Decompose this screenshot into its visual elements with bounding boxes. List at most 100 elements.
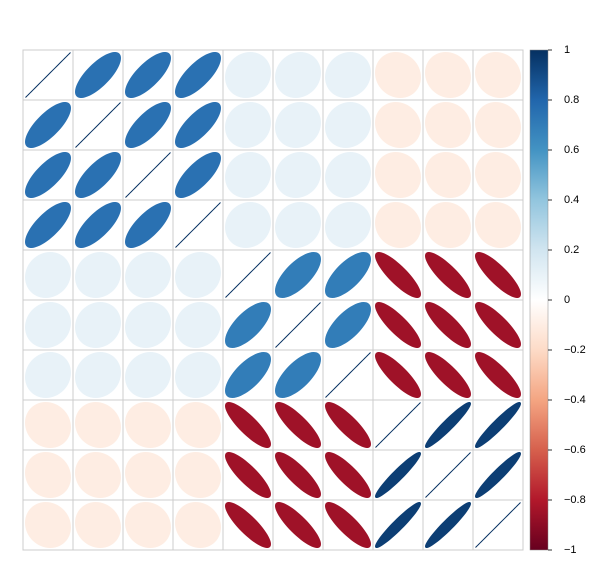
ellipse [425, 352, 471, 398]
ellipse [124, 251, 172, 299]
ellipse [375, 352, 421, 398]
colorbar-tick-label: 0.4 [564, 194, 579, 206]
ellipse [325, 502, 371, 548]
ellipse [325, 252, 371, 298]
ellipse [75, 52, 121, 98]
ellipse [474, 51, 522, 99]
colorbar-tick-label: 1 [564, 44, 570, 56]
ellipse [375, 452, 421, 498]
ellipse [124, 351, 172, 399]
cell-border [472, 499, 524, 551]
ellipse [125, 52, 171, 98]
ellipse [425, 252, 471, 298]
colorbar-tick-label: −0.8 [564, 494, 586, 506]
ellipse [124, 401, 172, 449]
colorbar-tick-label: −0.6 [564, 444, 586, 456]
ellipse [374, 51, 422, 99]
ellipse [325, 352, 371, 398]
ellipse [125, 202, 171, 248]
ellipse [475, 252, 521, 298]
colorbar-tick-label: −1 [564, 544, 577, 556]
ellipse [74, 251, 122, 299]
ellipse [225, 252, 271, 298]
ellipse [125, 102, 171, 148]
ellipse [374, 151, 422, 199]
ellipse [24, 501, 72, 549]
ellipse [24, 301, 72, 349]
ellipse [274, 51, 322, 99]
ellipse [175, 102, 221, 148]
ellipse [325, 452, 371, 498]
ellipse [175, 202, 221, 248]
ellipse [175, 52, 221, 98]
ellipse [475, 452, 521, 498]
ellipse [74, 301, 122, 349]
ellipse [475, 302, 521, 348]
ellipse [474, 201, 522, 249]
ellipse [425, 452, 471, 498]
ellipse [424, 151, 472, 199]
ellipse [274, 201, 322, 249]
ellipse [74, 451, 122, 499]
ellipse [225, 452, 271, 498]
ellipse [224, 201, 272, 249]
ellipse [375, 402, 421, 448]
colorbar-tick-label: −0.4 [564, 394, 586, 406]
ellipse [274, 151, 322, 199]
ellipse [225, 352, 271, 398]
ellipse [424, 201, 472, 249]
ellipse [174, 501, 222, 549]
ellipse [174, 401, 222, 449]
ellipse [75, 202, 121, 248]
ellipse [475, 502, 521, 548]
ellipse [174, 301, 222, 349]
ellipse [475, 402, 521, 448]
ellipse [275, 302, 321, 348]
ellipse [325, 402, 371, 448]
ellipse [24, 351, 72, 399]
ellipse [275, 502, 321, 548]
ellipse [425, 502, 471, 548]
ellipse [124, 501, 172, 549]
ellipse [324, 101, 372, 149]
ellipse [375, 252, 421, 298]
ellipse [275, 402, 321, 448]
ellipse [24, 401, 72, 449]
ellipse [24, 451, 72, 499]
ellipse [25, 52, 71, 98]
ellipse [25, 202, 71, 248]
ellipse [374, 101, 422, 149]
colorbar-tick-label: 0.8 [564, 94, 579, 106]
ellipse [375, 302, 421, 348]
ellipse [324, 151, 372, 199]
colorbar-tick-label: 0 [564, 294, 570, 306]
ellipse [225, 402, 271, 448]
colorbar-tick-label: 0.6 [564, 144, 579, 156]
ellipse [424, 51, 472, 99]
ellipse [175, 152, 221, 198]
ellipse [74, 501, 122, 549]
ellipse [174, 351, 222, 399]
ellipse [74, 351, 122, 399]
ellipse [374, 201, 422, 249]
ellipse [275, 252, 321, 298]
ellipse [225, 302, 271, 348]
ellipse [224, 51, 272, 99]
ellipse [475, 352, 521, 398]
ellipse [425, 402, 471, 448]
ellipse [474, 151, 522, 199]
ellipse [75, 152, 121, 198]
ellipse [225, 502, 271, 548]
ellipse [424, 101, 472, 149]
ellipse [274, 101, 322, 149]
ellipse [24, 251, 72, 299]
ellipse [275, 452, 321, 498]
ellipse [174, 251, 222, 299]
ellipse [74, 401, 122, 449]
ellipse [125, 152, 171, 198]
colorbar-tick-label: −0.2 [564, 344, 586, 356]
colorbar-tick-label: 0.2 [564, 244, 579, 256]
ellipse [124, 451, 172, 499]
ellipse [324, 51, 372, 99]
